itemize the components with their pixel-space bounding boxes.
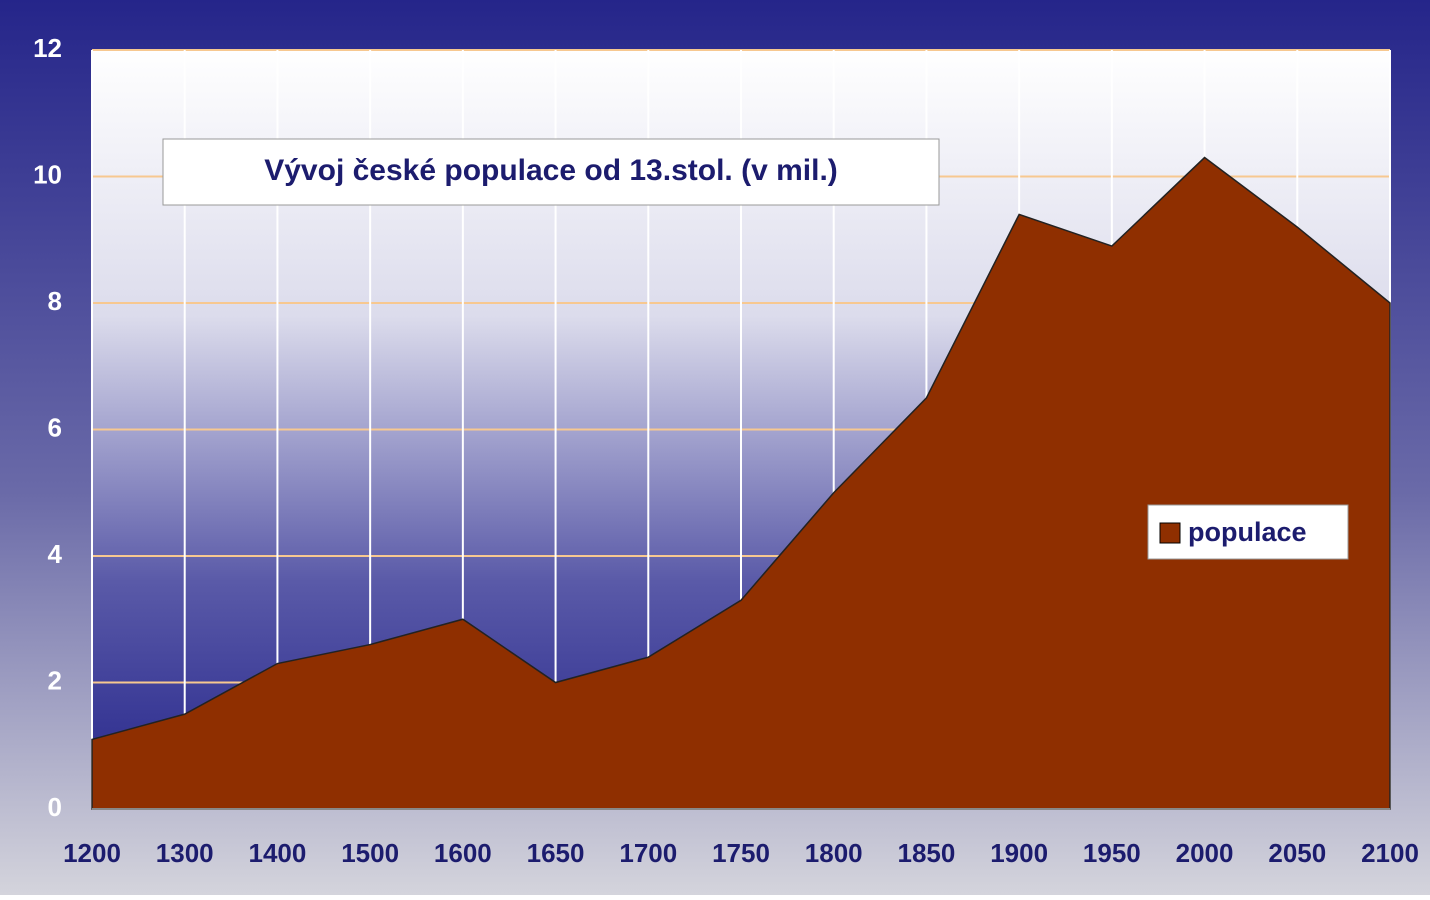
x-tick-label: 1400 bbox=[249, 838, 307, 868]
x-tick-label: 1200 bbox=[63, 838, 121, 868]
x-tick-label: 1600 bbox=[434, 838, 492, 868]
y-tick-label: 4 bbox=[48, 539, 63, 569]
legend-label: populace bbox=[1188, 517, 1307, 547]
x-tick-label: 1750 bbox=[712, 838, 770, 868]
x-tick-label: 1800 bbox=[805, 838, 863, 868]
chart-title: Vývoj české populace od 13.stol. (v mil.… bbox=[264, 154, 838, 187]
legend-swatch bbox=[1159, 522, 1181, 544]
y-tick-label: 12 bbox=[33, 33, 62, 63]
x-tick-label: 1700 bbox=[619, 838, 677, 868]
x-tick-label: 1950 bbox=[1083, 838, 1141, 868]
x-tick-label: 1650 bbox=[527, 838, 585, 868]
y-tick-label: 10 bbox=[33, 159, 62, 189]
x-tick-label: 1500 bbox=[341, 838, 399, 868]
y-tick-label: 2 bbox=[48, 665, 62, 695]
x-tick-label: 1900 bbox=[990, 838, 1048, 868]
x-tick-label: 2050 bbox=[1268, 838, 1326, 868]
x-tick-label: 2000 bbox=[1176, 838, 1234, 868]
y-tick-label: 0 bbox=[48, 792, 62, 822]
y-tick-label: 6 bbox=[48, 412, 62, 442]
title-box bbox=[162, 138, 940, 206]
legend bbox=[1147, 504, 1349, 560]
y-tick-label: 8 bbox=[48, 286, 62, 316]
x-tick-label: 2100 bbox=[1361, 838, 1419, 868]
x-tick-label: 1850 bbox=[898, 838, 956, 868]
area bbox=[91, 156, 1391, 810]
x-tick-label: 1300 bbox=[156, 838, 214, 868]
